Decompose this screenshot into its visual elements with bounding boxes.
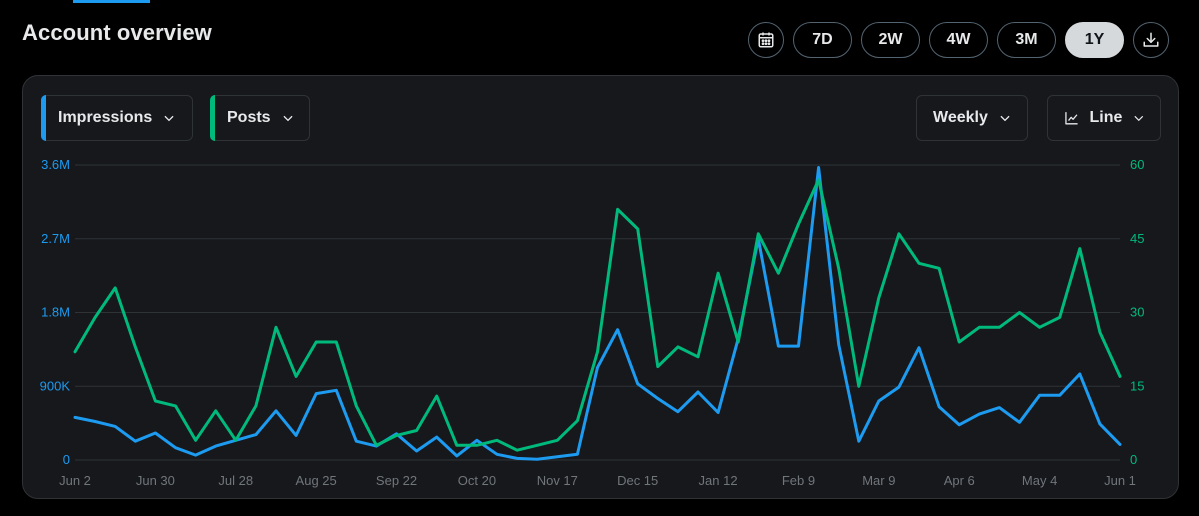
calendar-icon — [758, 32, 774, 47]
chevron-down-icon — [1000, 115, 1010, 122]
metric1-color-bar — [41, 95, 46, 141]
line-chart-icon — [1065, 112, 1078, 125]
range-2w-button[interactable]: 2W — [861, 21, 920, 58]
metric2-color-bar — [210, 95, 215, 141]
metric1-dropdown[interactable]: Impressions — [41, 95, 193, 141]
calendar-button[interactable] — [748, 21, 784, 58]
interval-dropdown[interactable]: Weekly — [916, 95, 1028, 141]
chevron-down-icon — [283, 115, 293, 122]
range-selector: 7D 2W 4W 3M 1Y — [748, 21, 1169, 58]
page-title: Account overview — [22, 20, 212, 45]
metric2-dropdown[interactable]: Posts — [210, 95, 310, 141]
metric1-label: Impressions — [58, 109, 153, 126]
download-icon — [1143, 32, 1159, 47]
metric2-label: Posts — [227, 109, 271, 126]
range-4w-button[interactable]: 4W — [929, 21, 988, 58]
top-tab-indicator — [73, 0, 150, 3]
chart-card: Impressions Posts Weekly Line — [22, 75, 1179, 499]
download-button[interactable] — [1133, 21, 1169, 58]
chevron-down-icon — [1134, 115, 1144, 122]
range-3m-button[interactable]: 3M — [997, 21, 1056, 58]
chart-type-dropdown[interactable]: Line — [1047, 95, 1161, 141]
range-1y-button[interactable]: 1Y — [1065, 21, 1124, 58]
interval-label: Weekly — [933, 109, 988, 126]
chart-type-label: Line — [1089, 109, 1123, 126]
range-7d-button[interactable]: 7D — [793, 21, 852, 58]
chevron-down-icon — [164, 115, 174, 122]
